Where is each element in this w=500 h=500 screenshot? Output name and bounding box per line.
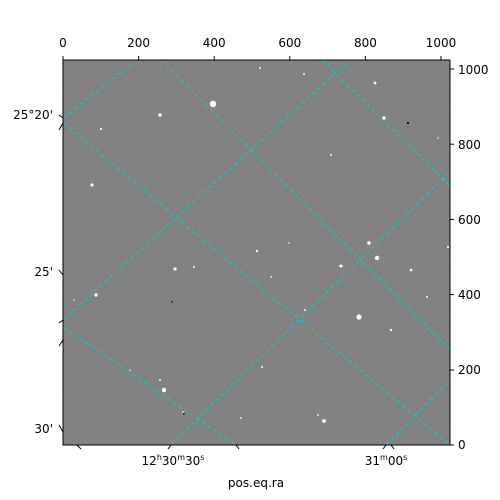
star (446, 245, 450, 249)
ra-hours: 12 (142, 454, 157, 468)
dark-pixel (407, 122, 409, 124)
star (161, 387, 167, 393)
star (437, 137, 439, 139)
grid-line-ra (321, 60, 450, 187)
dark-pixel (183, 413, 185, 415)
ra-m-unit: m (177, 453, 185, 462)
dec-tick (58, 319, 64, 324)
star (99, 127, 103, 131)
right-tick-label: 800 (458, 138, 481, 152)
ra-m-unit: m (380, 453, 388, 462)
top-axis (62, 56, 442, 60)
right-axis (450, 68, 454, 446)
star (270, 276, 272, 278)
star (339, 264, 343, 268)
ra-tick (382, 444, 387, 450)
star (255, 249, 259, 253)
top-tick-label: 400 (203, 36, 226, 50)
ra-tick (167, 444, 172, 450)
dec-tick-label: 25°20' (13, 108, 53, 122)
right-tick-label: 1000 (458, 63, 489, 77)
star (382, 116, 386, 120)
dec-axis (58, 114, 64, 433)
star (159, 379, 161, 381)
right-tick-label: 600 (458, 213, 481, 227)
ra-axis (76, 444, 395, 450)
grid-line-dec (170, 171, 450, 445)
x-axis-title: pos.eq.ra (228, 476, 284, 490)
wcs-grid (63, 60, 450, 445)
star (158, 113, 162, 117)
ra-tick (235, 444, 240, 450)
star (317, 414, 319, 416)
star (367, 241, 371, 245)
star (389, 328, 393, 332)
star (209, 100, 217, 108)
top-tick-label: 1000 (426, 36, 457, 50)
dark-pixels (171, 122, 409, 415)
top-tick-label: 800 (354, 36, 377, 50)
grid-line-dec (63, 60, 351, 321)
top-tick-label: 200 (127, 36, 150, 50)
grid-line-ra (160, 60, 450, 351)
star (94, 293, 98, 297)
right-tick-label: 200 (458, 363, 481, 377)
ra-tick-label: 31m00s (365, 453, 408, 468)
star (373, 81, 377, 85)
grid-line-dec (63, 60, 138, 119)
star (259, 67, 261, 69)
right-tick-label: 0 (458, 438, 466, 452)
ra-tick-label: 12h30m30s (142, 453, 205, 468)
ra-s-unit: s (403, 453, 407, 462)
star (173, 267, 177, 271)
star (374, 255, 380, 261)
star (193, 266, 195, 268)
star (322, 419, 326, 423)
ra-seconds: 30 (185, 454, 200, 468)
dec-tick (58, 122, 64, 131)
star (330, 154, 332, 156)
dark-pixel (171, 301, 173, 303)
plot-frame (62, 59, 451, 446)
dec-tick (58, 424, 64, 433)
stars (73, 67, 450, 423)
ra-tick (390, 444, 395, 450)
star (240, 417, 242, 419)
ra-h-unit: h (157, 453, 162, 462)
star (409, 268, 413, 272)
ra-seconds: 00 (388, 454, 403, 468)
star (304, 309, 306, 311)
ra-tick (76, 444, 82, 450)
ra-s-unit: s (200, 453, 204, 462)
star (426, 296, 428, 298)
star (129, 369, 131, 371)
dec-tick (58, 339, 64, 347)
ra-minutes: 30 (162, 454, 177, 468)
top-tick-label: 600 (278, 36, 301, 50)
star (356, 314, 362, 320)
star (261, 366, 263, 368)
ra-minutes: 31 (365, 454, 380, 468)
dec-tick-label: 25' (34, 265, 53, 279)
grid-line-dec (385, 379, 450, 445)
dec-tick-label: 30' (34, 422, 53, 436)
dec-tick (58, 269, 64, 276)
star (288, 242, 290, 244)
dec-tick (58, 114, 64, 119)
right-tick-label: 400 (458, 288, 481, 302)
image-noise (63, 60, 450, 445)
top-tick-label: 0 (59, 36, 67, 50)
star (303, 73, 305, 75)
star (90, 183, 94, 187)
star (182, 411, 184, 413)
star (73, 299, 75, 301)
